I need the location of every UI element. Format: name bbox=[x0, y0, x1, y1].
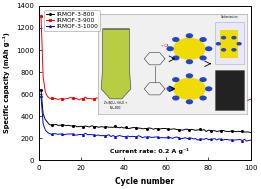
Y-axis label: Specific capacity (mAh g⁻¹): Specific capacity (mAh g⁻¹) bbox=[3, 33, 10, 133]
IRMOF-3-900 bbox=[164, 98, 168, 100]
IRMOF-3-800 bbox=[249, 132, 252, 134]
X-axis label: Cycle number: Cycle number bbox=[115, 177, 174, 186]
IRMOF-3-900 bbox=[80, 98, 83, 100]
Line: IRMOF-3-1000: IRMOF-3-1000 bbox=[40, 95, 252, 142]
Legend: IRMOF-3-800, IRMOF-3-900, IRMOF-3-1000: IRMOF-3-800, IRMOF-3-900, IRMOF-3-1000 bbox=[44, 10, 100, 31]
IRMOF-3-800 bbox=[147, 127, 151, 129]
IRMOF-3-900 bbox=[249, 98, 252, 100]
Text: Current rate: 0.2 A g⁻¹: Current rate: 0.2 A g⁻¹ bbox=[110, 148, 188, 154]
IRMOF-3-800 bbox=[39, 88, 43, 91]
IRMOF-3-900 bbox=[245, 100, 248, 102]
IRMOF-3-1000 bbox=[249, 139, 252, 141]
IRMOF-3-800 bbox=[88, 126, 91, 128]
IRMOF-3-800 bbox=[239, 130, 242, 133]
IRMOF-3-900 bbox=[39, 15, 43, 17]
IRMOF-3-800 bbox=[232, 130, 235, 132]
Line: IRMOF-3-900: IRMOF-3-900 bbox=[40, 15, 252, 101]
IRMOF-3-1000 bbox=[245, 140, 248, 142]
IRMOF-3-900 bbox=[88, 97, 91, 100]
IRMOF-3-800 bbox=[80, 125, 83, 127]
IRMOF-3-1000 bbox=[80, 133, 83, 136]
IRMOF-3-900 bbox=[147, 98, 151, 100]
IRMOF-3-1000 bbox=[147, 136, 151, 138]
IRMOF-3-900 bbox=[239, 98, 242, 100]
IRMOF-3-1000 bbox=[39, 95, 43, 97]
IRMOF-3-1000 bbox=[232, 139, 235, 141]
IRMOF-3-1000 bbox=[88, 133, 91, 136]
IRMOF-3-800 bbox=[164, 127, 168, 130]
IRMOF-3-900 bbox=[232, 98, 235, 100]
IRMOF-3-1000 bbox=[239, 138, 242, 141]
Line: IRMOF-3-800: IRMOF-3-800 bbox=[40, 89, 252, 133]
IRMOF-3-1000 bbox=[164, 137, 168, 139]
